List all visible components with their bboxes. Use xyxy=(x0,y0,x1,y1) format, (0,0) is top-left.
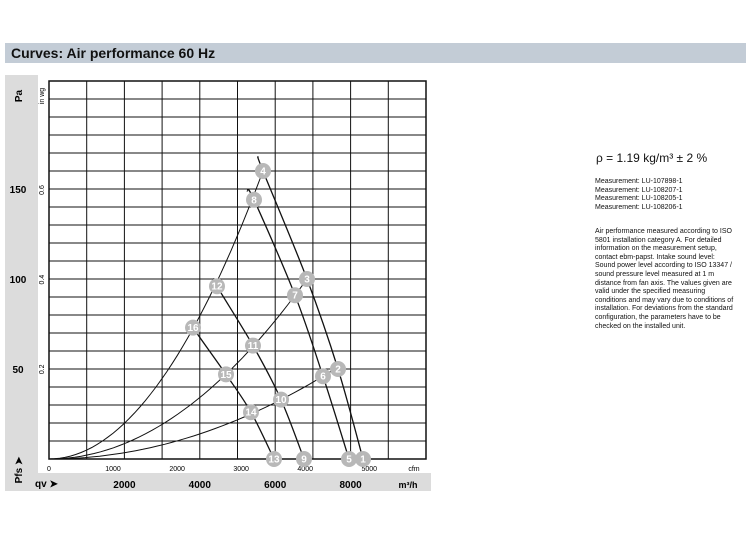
chart-title: Curves: Air performance 60 Hz xyxy=(11,45,216,61)
operating-point-label: 4 xyxy=(260,167,266,178)
x-secondary-tick-label: 4000 xyxy=(297,466,313,473)
fan-curve xyxy=(257,156,364,460)
plot-frame xyxy=(48,80,427,460)
x-secondary-tick-label: 0 xyxy=(47,466,51,473)
operating-point-marker xyxy=(296,451,313,467)
operating-point-marker xyxy=(244,337,261,354)
operating-point-marker xyxy=(246,191,263,208)
fan-curve xyxy=(246,188,350,460)
x-tick-label: 2000 xyxy=(113,480,136,491)
y-tick-label: 50 xyxy=(12,365,24,376)
system-curve xyxy=(48,170,264,460)
system-curve xyxy=(48,366,339,460)
operating-point-marker xyxy=(208,278,225,295)
operating-point-marker xyxy=(218,366,235,383)
operating-point-marker xyxy=(254,163,271,179)
x-secondary-tick-label: 3000 xyxy=(233,466,249,473)
operating-point-marker xyxy=(242,404,259,421)
measurement-item: Measurement: LU-108207-1 xyxy=(595,186,683,194)
operating-point-marker xyxy=(185,319,202,336)
fan-curve xyxy=(189,321,275,460)
x-tick-label: 8000 xyxy=(339,480,362,491)
y-axis-band xyxy=(5,75,38,491)
operating-point-marker xyxy=(341,451,358,467)
y-secondary-tick-label: 0.4 xyxy=(39,275,46,285)
operating-point-marker xyxy=(298,271,315,287)
y-secondary-tick-label: 0.2 xyxy=(39,364,46,374)
operating-point-label: 5 xyxy=(346,455,352,466)
x-secondary-tick-label: 1000 xyxy=(105,466,121,473)
operating-point-label: 11 xyxy=(248,341,259,352)
operating-point-label: 8 xyxy=(251,195,257,206)
operating-point-label: 16 xyxy=(187,323,199,334)
y-secondary-unit-label: in wg xyxy=(39,88,46,104)
operating-point-label: 3 xyxy=(304,275,310,286)
operating-point-marker xyxy=(273,391,290,408)
operating-point-label: 2 xyxy=(335,365,341,376)
x-tick-label: 4000 xyxy=(189,480,212,491)
y-axis-label: Pfs ➤ xyxy=(14,456,25,483)
operating-point-label: 6 xyxy=(320,372,326,383)
x-unit-label: m³/h xyxy=(399,480,418,490)
operating-point-label: 1 xyxy=(360,455,366,466)
measurement-list: Measurement: LU-107898-1 Measurement: LU… xyxy=(595,178,740,212)
y-tick-label: 150 xyxy=(10,185,27,196)
operating-point-marker xyxy=(330,361,347,377)
operating-point-label: 7 xyxy=(292,291,298,302)
system-curve xyxy=(48,278,308,460)
x-secondary-tick-label: 5000 xyxy=(361,466,377,473)
x-tick-label: 6000 xyxy=(264,480,287,491)
operating-point-marker xyxy=(315,368,332,385)
operating-point-label: 14 xyxy=(245,408,257,419)
operating-point-label: 13 xyxy=(268,455,280,466)
operating-point-label: 12 xyxy=(211,282,223,293)
title-bar: Curves: Air performance 60 Hz xyxy=(5,43,746,63)
x-axis-band xyxy=(38,473,431,491)
operating-point-label: 9 xyxy=(301,455,307,466)
density-label: ρ = 1.19 kg/m³ ± 2 % xyxy=(596,151,708,165)
measurement-note: Air performance measured according to IS… xyxy=(595,228,734,330)
operating-point-label: 15 xyxy=(220,370,232,381)
x-secondary-unit-label: cfm xyxy=(408,466,419,473)
x-axis-label: qv ➤ xyxy=(35,479,58,490)
y-tick-label: 100 xyxy=(10,275,27,286)
operating-point-label: 10 xyxy=(275,395,287,406)
operating-point-marker xyxy=(265,451,282,467)
measurement-item: Measurement: LU-108205-1 xyxy=(595,195,683,203)
measurement-item: Measurement: LU-107898-1 xyxy=(595,178,683,185)
y-secondary-tick-label: 0.6 xyxy=(39,185,46,195)
y-unit-label: Pa xyxy=(14,89,25,102)
operating-point-marker xyxy=(286,287,303,304)
x-secondary-tick-label: 2000 xyxy=(169,466,185,473)
operating-point-marker xyxy=(355,451,372,467)
measurement-item: Measurement: LU-108206-1 xyxy=(595,203,683,211)
